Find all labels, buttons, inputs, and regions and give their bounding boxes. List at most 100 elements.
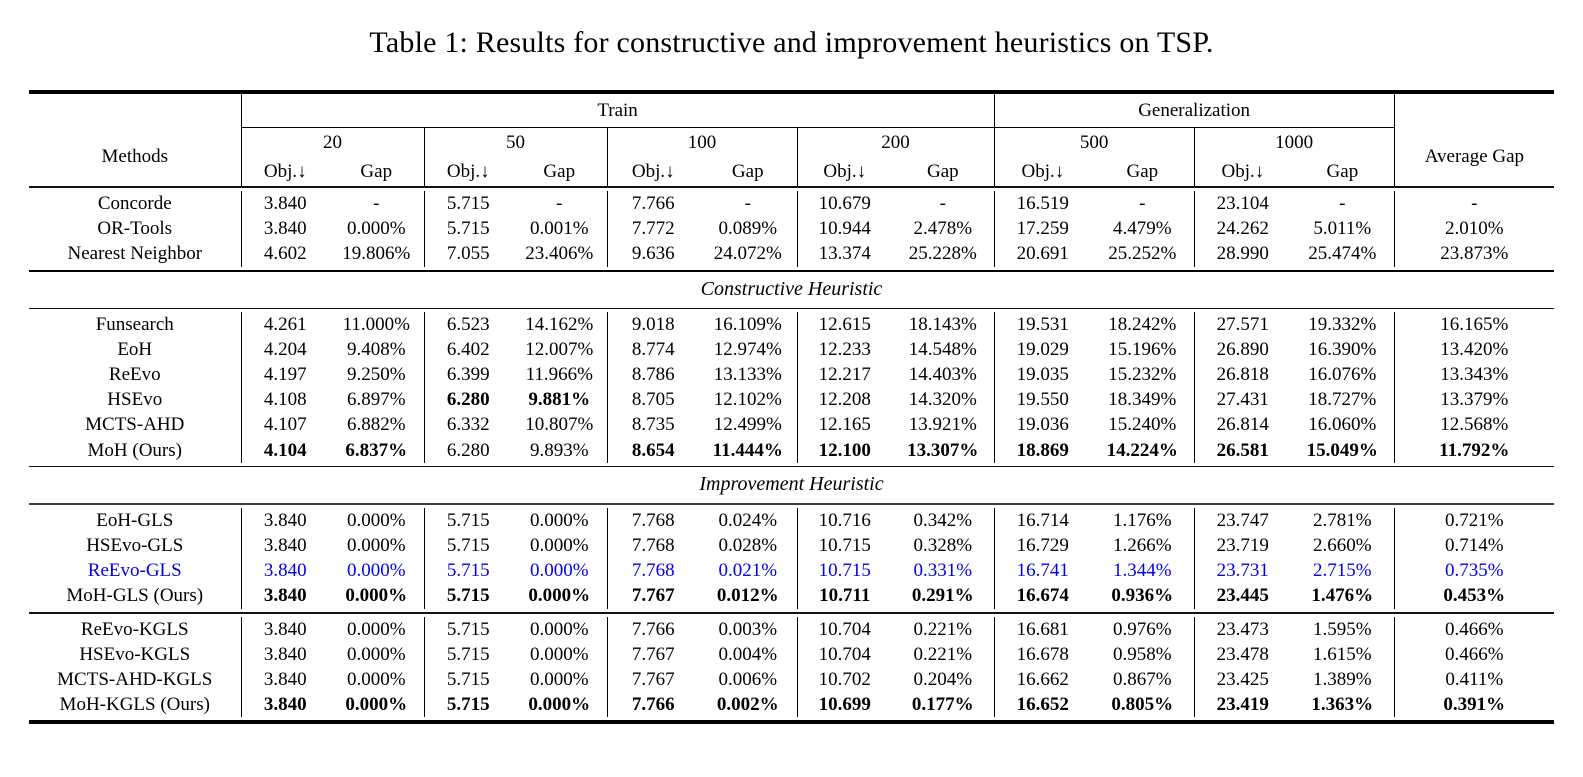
avg-gap-cell: 0.466% xyxy=(1444,618,1504,640)
avg-gap-cell: 16.165% xyxy=(1440,313,1509,335)
header-size-50: 50 xyxy=(424,127,608,157)
obj-cell: 7.766 xyxy=(631,618,675,640)
obj-cell: 6.523 xyxy=(446,313,490,335)
obj-cell: 8.654 xyxy=(631,439,675,461)
header-size-200: 200 xyxy=(797,127,995,157)
gap-cell: 0.000% xyxy=(329,641,425,668)
gap-cell: 15.240% xyxy=(1091,412,1195,438)
obj-cell: 20.691 xyxy=(1016,243,1069,265)
gap-cell: 0.000% xyxy=(329,216,425,242)
obj-cell: 23.445 xyxy=(1216,585,1269,607)
baselines-table: Concorde 3.840-5.715-7.766-10.679-16.519-… xyxy=(29,191,1554,267)
obj-cell: 10.679 xyxy=(818,193,871,214)
obj-cell: 5.715 xyxy=(446,669,490,691)
method-name: ReEvo xyxy=(29,362,242,388)
obj-cell: 5.715 xyxy=(446,560,490,582)
header-row-sizes: Methods 20 50 100 200 500 1000 Average G… xyxy=(29,127,1554,186)
gap-cell: 6.837% xyxy=(329,437,425,463)
obj-cell: 12.208 xyxy=(818,389,871,411)
method-name: MoH-GLS (Ours) xyxy=(29,583,242,609)
top-double-rule xyxy=(29,90,1554,94)
table-row: EoH-GLS 3.840 0.000% 5.715 0.000% 7.768 0.024%… xyxy=(29,507,1554,534)
bottom-double-rule xyxy=(29,720,1554,725)
gap-cell: 15.232% xyxy=(1091,362,1195,388)
gap-cell: 0.000% xyxy=(512,616,608,642)
gap-cell: 1.176% xyxy=(1091,507,1195,534)
table-row: Concorde 3.840-5.715-7.766-10.679-16.519-… xyxy=(29,191,1554,217)
header-blank xyxy=(29,94,242,128)
gap-cell: 25.228% xyxy=(892,241,995,267)
constructive-table: Funsearch 4.261 11.000% 6.523 14.162% 9.018 16… xyxy=(29,311,1554,463)
gap-cell: 1.615% xyxy=(1291,641,1395,668)
obj-cell: 7.767 xyxy=(631,643,675,665)
avg-gap-cell: 0.721% xyxy=(1444,509,1504,531)
header-obj: Obj.↓ xyxy=(631,161,675,182)
gap-cell: - xyxy=(1291,191,1395,217)
table-caption: Table 1: Results for constructive and im… xyxy=(369,26,1214,59)
gap-cell: 0.805% xyxy=(1091,692,1195,718)
obj-cell: 10.704 xyxy=(818,618,871,640)
gap-cell: 0.000% xyxy=(329,507,425,534)
obj-cell: 16.729 xyxy=(1016,535,1069,557)
table-row: MCTS-AHD 4.107 6.882% 6.332 10.807% 8.735 12.4… xyxy=(29,412,1554,438)
obj-cell: 23.478 xyxy=(1216,643,1269,665)
gap-cell: 0.221% xyxy=(892,616,995,642)
obj-cell: 4.261 xyxy=(263,313,307,335)
obj-cell: 26.814 xyxy=(1216,414,1269,436)
gap-cell: 9.250% xyxy=(329,362,425,388)
gap-cell: 2.478% xyxy=(892,216,995,242)
obj-cell: 10.715 xyxy=(818,560,871,582)
improvement-gls-table: EoH-GLS 3.840 0.000% 5.715 0.000% 7.768 0.024%… xyxy=(29,507,1554,609)
gap-cell: 0.936% xyxy=(1091,583,1195,609)
header-gap: Gap xyxy=(1291,157,1395,186)
method-name: MCTS-AHD xyxy=(29,412,242,438)
gap-cell: 0.000% xyxy=(512,667,608,693)
obj-cell: 3.840 xyxy=(263,643,307,665)
header-gap: Gap xyxy=(512,157,608,186)
header-row-objgap: Obj.↓ Gap Obj.↓ Gap Obj.↓ Gap Obj.↓ Gap … xyxy=(29,157,1554,186)
avg-gap-cell: 0.391% xyxy=(1443,694,1506,716)
gap-cell: 0.867% xyxy=(1091,667,1195,693)
gap-cell: 0.021% xyxy=(699,558,798,584)
obj-cell: 10.944 xyxy=(818,218,871,240)
gap-cell: 14.224% xyxy=(1091,437,1195,463)
avg-gap-cell: 13.420% xyxy=(1440,338,1509,360)
method-name: ReEvo-KGLS xyxy=(29,616,242,642)
gap-cell: 12.499% xyxy=(699,412,798,438)
obj-cell: 23.731 xyxy=(1216,560,1269,582)
gap-cell: 1.363% xyxy=(1291,692,1395,718)
gap-cell: 0.000% xyxy=(512,558,608,584)
obj-cell: 9.018 xyxy=(631,313,675,335)
obj-cell: 26.818 xyxy=(1216,364,1269,386)
gap-cell: 14.403% xyxy=(892,362,995,388)
obj-cell: 4.108 xyxy=(263,389,307,411)
obj-cell: 7.772 xyxy=(631,218,675,240)
obj-cell: 8.705 xyxy=(631,389,675,411)
obj-cell: 5.715 xyxy=(446,585,490,607)
gap-cell: 4.479% xyxy=(1091,216,1195,242)
obj-cell: 23.419 xyxy=(1216,694,1269,716)
gap-cell: 2.781% xyxy=(1291,507,1395,534)
section-header-constructive: Constructive Heuristic xyxy=(700,277,883,300)
gap-cell: 0.028% xyxy=(699,533,798,559)
header-obj: Obj.↓ xyxy=(263,161,307,182)
obj-cell: 9.636 xyxy=(631,243,675,265)
obj-cell: 3.840 xyxy=(263,694,307,716)
table-row: HSEvo 4.108 6.897% 6.280 9.881% 8.705 12.102% 1… xyxy=(29,387,1554,413)
gap-cell: 0.221% xyxy=(892,641,995,668)
obj-cell: 26.581 xyxy=(1216,439,1269,461)
obj-cell: 12.165 xyxy=(818,414,871,436)
header-size-500: 500 xyxy=(994,127,1195,157)
gap-cell: 10.807% xyxy=(512,412,608,438)
gap-cell: 0.006% xyxy=(699,667,798,693)
obj-cell: 10.702 xyxy=(818,669,871,691)
gap-cell: 24.072% xyxy=(699,241,798,267)
obj-cell: 7.766 xyxy=(631,694,675,716)
obj-cell: 12.233 xyxy=(818,338,871,360)
obj-cell: 16.678 xyxy=(1016,643,1069,665)
header-gap: Gap xyxy=(329,157,425,186)
obj-cell: 23.747 xyxy=(1216,509,1269,531)
table-row: MoH-KGLS (Ours) 3.840 0.000% 5.715 0.000% 7.7… xyxy=(29,692,1554,718)
obj-cell: 12.615 xyxy=(818,313,871,335)
gap-cell: 0.002% xyxy=(699,692,798,718)
